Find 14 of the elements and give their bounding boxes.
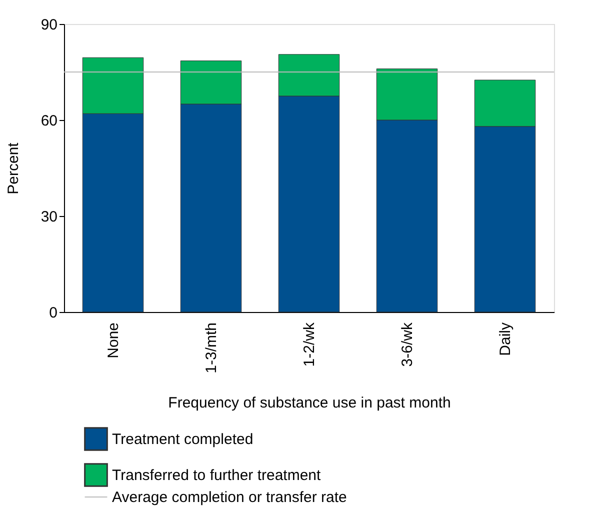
x-tick-label: 1-3/mth [203,322,220,374]
x-tick-label: None [105,322,122,358]
legend-label: Treatment completed [112,431,254,448]
y-tick-label: 0 [49,304,58,322]
x-axis-title: Frequency of substance use in past month [168,394,451,412]
legend-label: Average completion or transfer rate [112,489,347,506]
x-tick-label: Daily [497,322,514,356]
legend-label: Transferred to further treatment [112,467,322,484]
y-axis-title: Percent [4,142,22,194]
y-tick-label: 30 [40,208,58,226]
x-tick-label: 1-2/wk [301,322,318,367]
x-tick-label: 3-6/wk [399,322,416,367]
y-tick-label: 90 [40,16,58,34]
y-tick-label: 60 [40,112,58,130]
